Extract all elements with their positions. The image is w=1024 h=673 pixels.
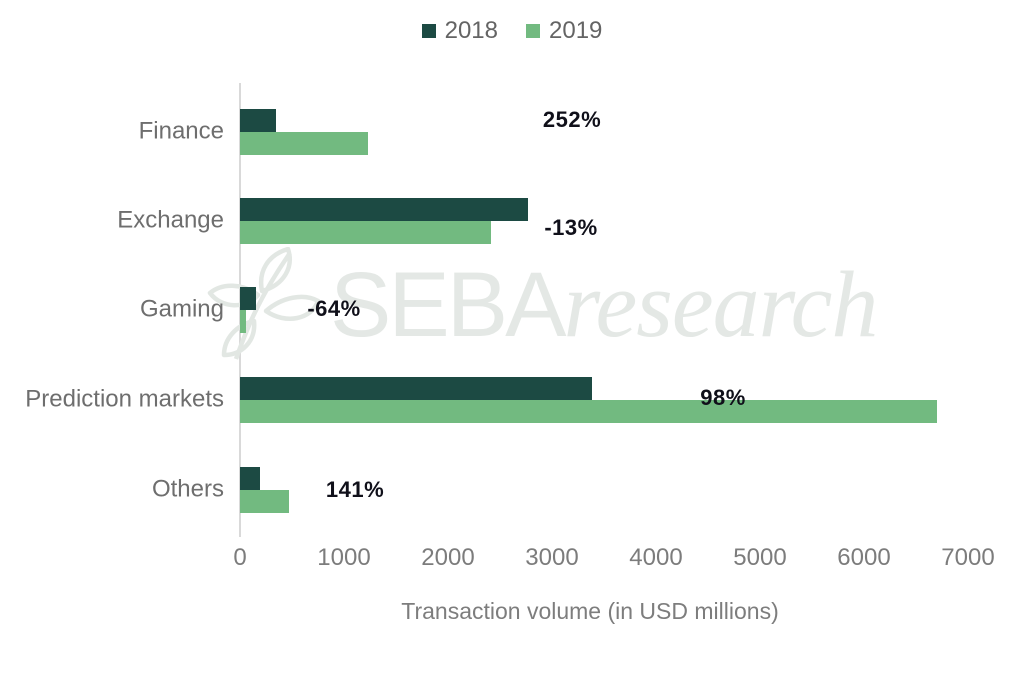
bar-2018-others — [240, 467, 260, 490]
x-tick-label-7000: 7000 — [941, 544, 995, 571]
pct-change-label-prediction-markets: 98% — [700, 385, 746, 410]
watermark-suffix-text: research — [563, 253, 878, 357]
legend-label: 2019 — [549, 17, 603, 44]
x-tick-label-3000: 3000 — [525, 544, 579, 571]
bar-2019-exchange — [240, 221, 491, 244]
x-tick-label-0: 0 — [233, 544, 247, 571]
bar-2018-gaming — [240, 287, 256, 310]
category-label-prediction-markets: Prediction markets — [25, 385, 224, 413]
category-label-gaming: Gaming — [139, 295, 224, 323]
x-tick-label-5000: 5000 — [733, 544, 787, 571]
pct-change-label-finance: 252% — [542, 107, 602, 132]
x-tick-label-1000: 1000 — [317, 544, 371, 571]
bar-2018-prediction-markets — [240, 377, 592, 400]
legend-swatch-2018 — [421, 24, 436, 38]
bar-2019-finance — [240, 132, 368, 155]
legend-label: 2018 — [444, 17, 498, 44]
x-tick-label-6000: 6000 — [837, 544, 891, 571]
legend-swatch-2019 — [526, 24, 540, 38]
x-tick-label-4000: 4000 — [629, 544, 683, 571]
bar-2019-gaming — [240, 310, 246, 333]
watermark-brand-text: SEBA — [330, 254, 566, 356]
category-label-exchange: Exchange — [117, 206, 224, 234]
x-axis-title: Transaction volume (in USD millions) — [401, 598, 779, 624]
pct-change-label-gaming: -64% — [307, 296, 361, 321]
legend-item-2018: 2018 — [421, 17, 498, 45]
bar-2018-finance — [240, 109, 276, 132]
pct-change-label-others: 141% — [325, 477, 385, 502]
legend: 2018 2019 — [0, 17, 1024, 45]
bar-2019-prediction-markets — [240, 400, 937, 423]
legend-item-2019: 2019 — [526, 17, 602, 45]
seba-research-watermark: SEBAresearch — [330, 258, 878, 352]
bar-2018-exchange — [240, 198, 528, 221]
pct-change-label-exchange: -13% — [544, 215, 598, 240]
category-label-others: Others — [151, 475, 224, 503]
category-label-finance: Finance — [138, 117, 224, 145]
x-tick-label-2000: 2000 — [421, 544, 475, 571]
bar-2019-others — [240, 490, 289, 513]
